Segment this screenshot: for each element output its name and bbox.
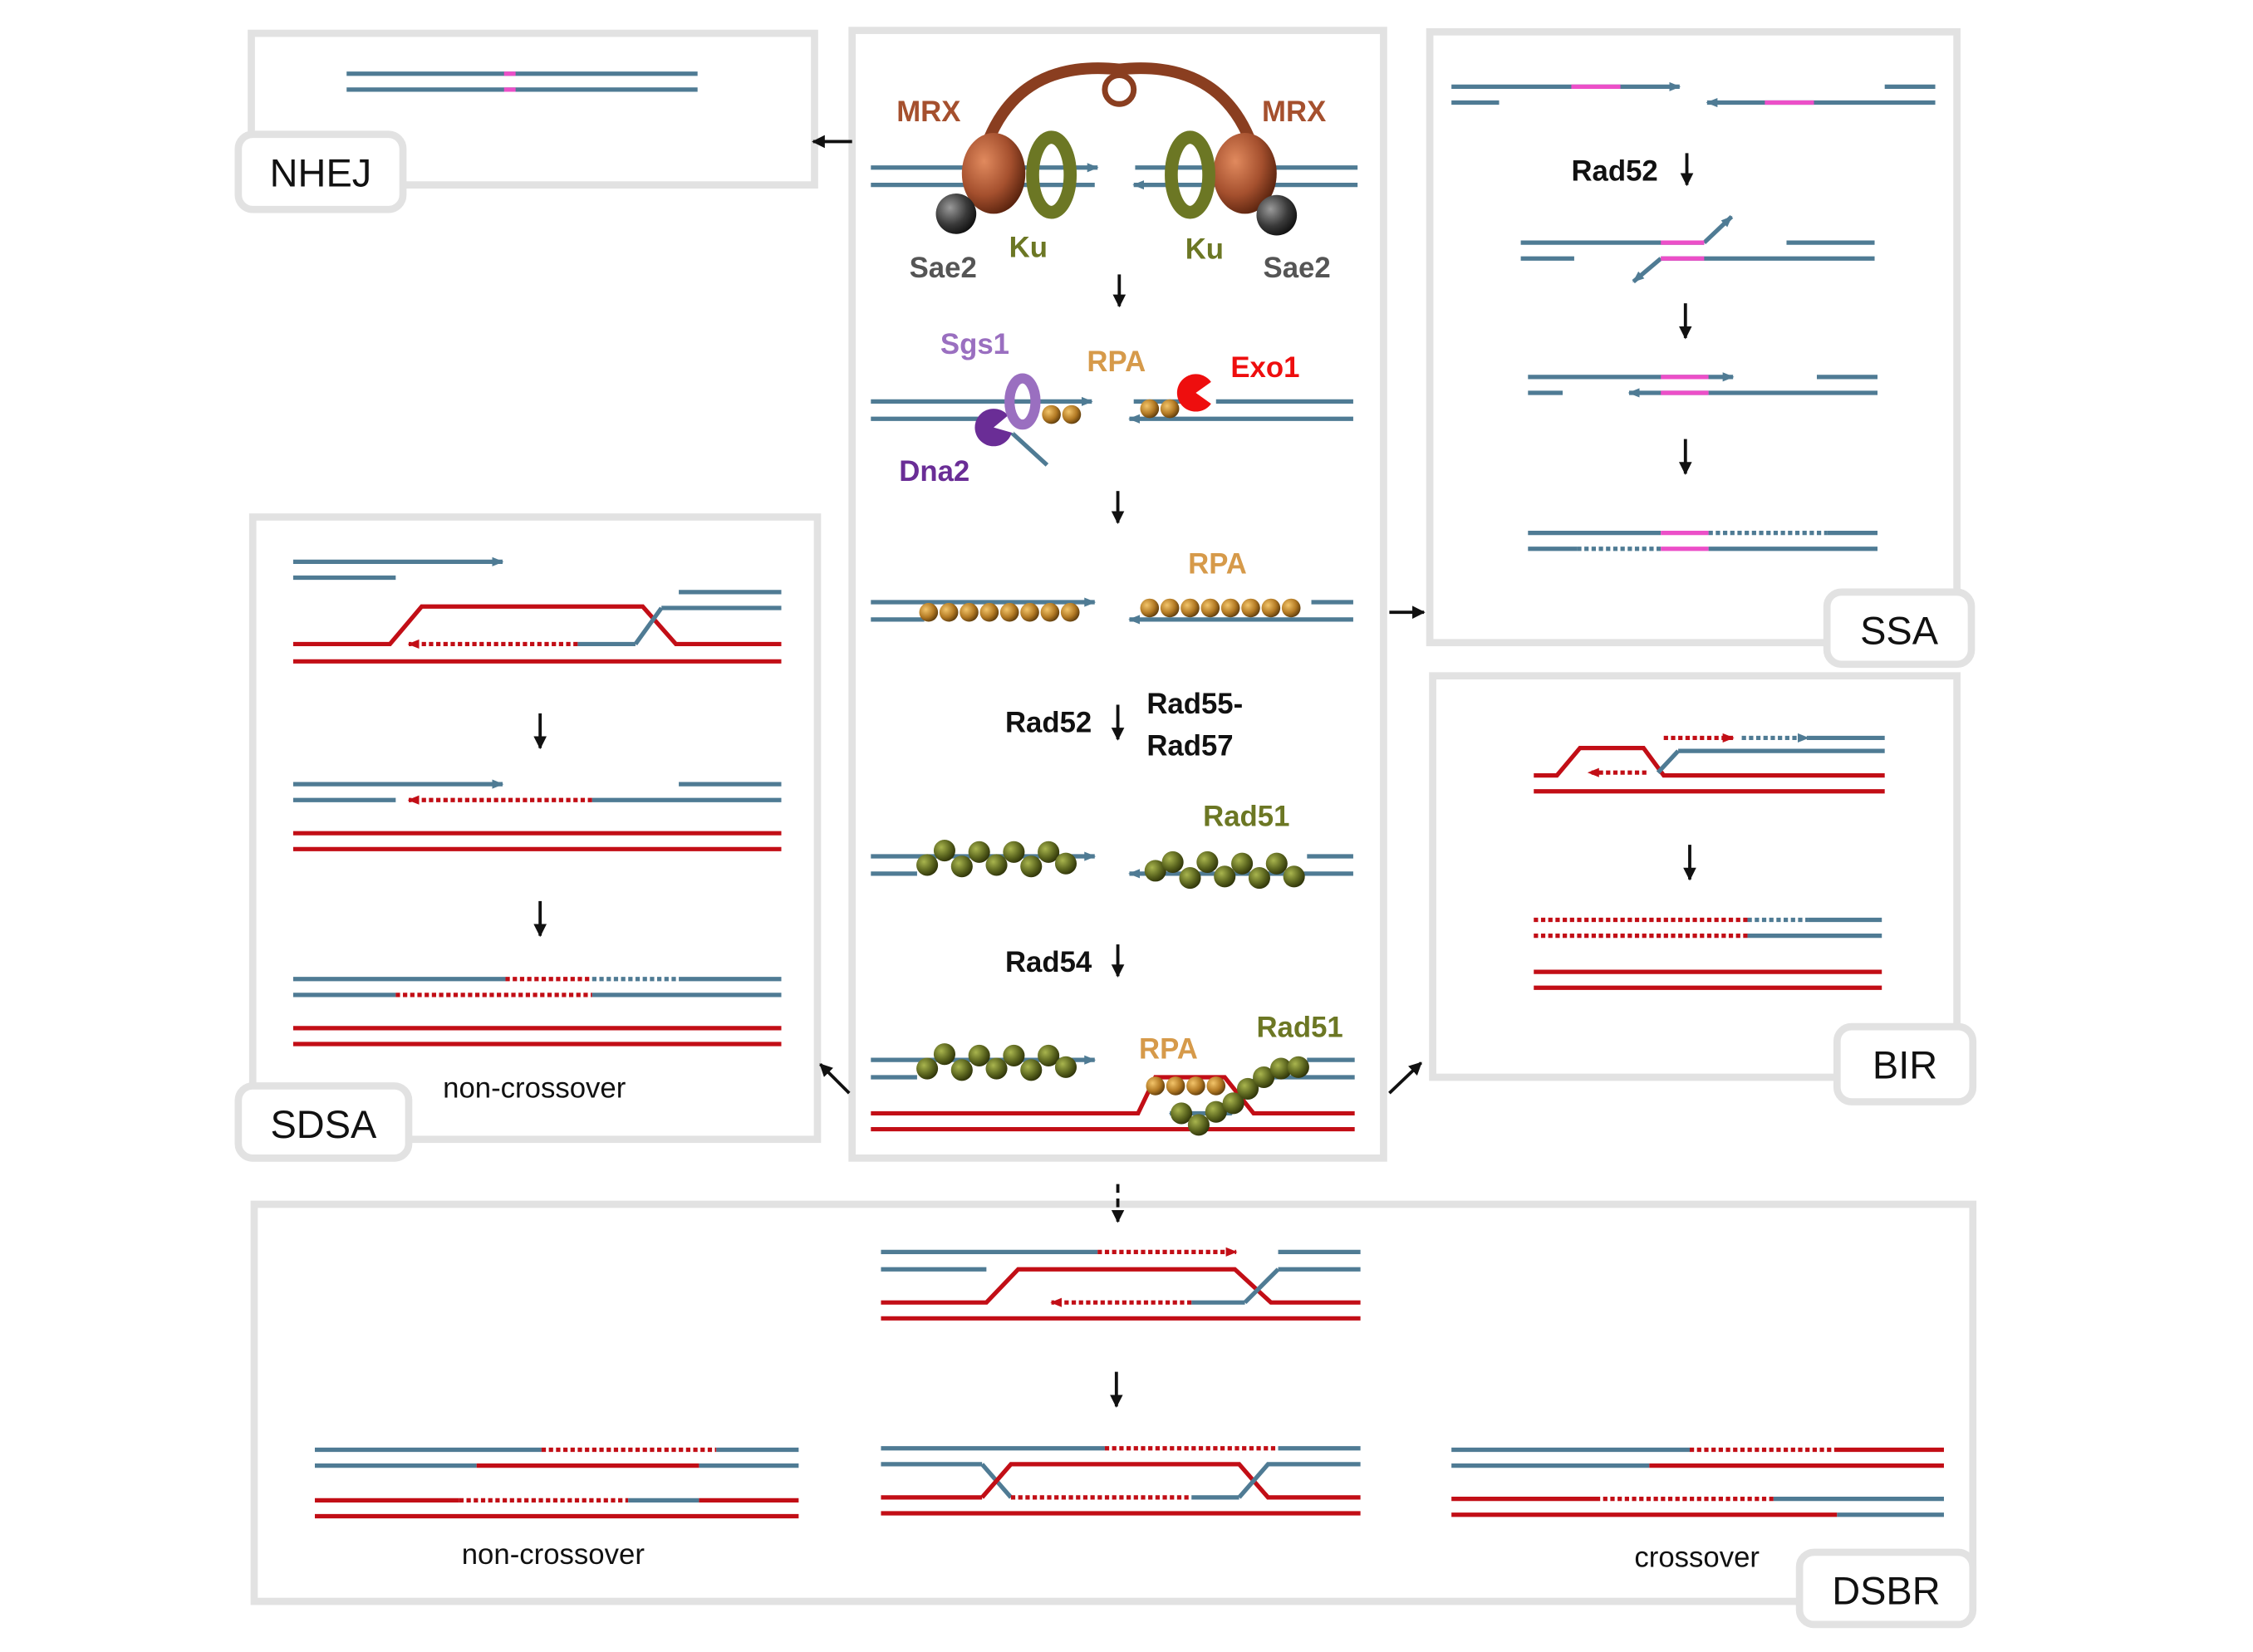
mrx-arch (976, 62, 1263, 161)
bir-label: BIR (1873, 1044, 1937, 1087)
ku-right-ring (1165, 130, 1215, 219)
rpa-invasion-label: RPA (1139, 1033, 1198, 1065)
sdsa-label-box (234, 1082, 413, 1162)
dsbr-holliday-junctions (881, 1446, 1361, 1516)
ssa-label: SSA (1860, 609, 1939, 652)
sdsa-noncrossover-label: non-crossover (443, 1072, 626, 1104)
rpa-resection-label: RPA (1087, 346, 1146, 378)
ssa-label-box (1823, 588, 1976, 669)
ssa-step2-annealing (1520, 214, 1875, 284)
mrx-left-label: MRX (896, 96, 960, 128)
ku-left-ring (1026, 130, 1077, 219)
mrx-left-protein (961, 133, 1026, 214)
dsbr-label-box (1795, 1548, 1977, 1629)
ssa-step4-product (1528, 530, 1878, 551)
sdsa-box (248, 513, 822, 1144)
sae2-left-label: Sae2 (910, 252, 977, 284)
strand-invasion (871, 1043, 1355, 1136)
ku-right-label: Ku (1185, 233, 1224, 265)
rad52-main-label: Rad52 (1005, 708, 1092, 739)
rpa-coated-ssdna (871, 597, 1353, 625)
bir-step2-product (1534, 917, 1882, 990)
dsbr-noncrossover-label: non-crossover (462, 1539, 645, 1571)
sgs1-label: Sgs1 (940, 329, 1009, 360)
rad51-invasion-label: Rad51 (1256, 1012, 1342, 1043)
dsbr-double-holliday-formation (881, 1247, 1361, 1321)
nhej-label-box (234, 130, 407, 213)
rad51-nucleofilament (871, 840, 1353, 890)
mrx-right-label: MRX (1262, 96, 1326, 128)
mrx-right-protein (1213, 133, 1277, 214)
nhej-label: NHEJ (270, 151, 372, 194)
arrow-to-sdsa (819, 1062, 851, 1095)
ssa-step3-flap-removal (1528, 372, 1878, 398)
main-pathway-box (848, 27, 1387, 1162)
sae2-left-ball (935, 194, 977, 234)
bir-step1-invasion (1534, 733, 1885, 794)
exo1-label: Exo1 (1230, 352, 1299, 384)
ssa-step1-resected-ends (1451, 81, 1936, 108)
dsb-end-binding (871, 62, 1358, 236)
dsbr-crossover-product (1451, 1447, 1944, 1517)
nhej-ligated-dna (346, 71, 698, 92)
rad51-filament-label: Rad51 (1203, 801, 1289, 833)
ssa-box (1426, 28, 1961, 647)
rad57-label-line2: Rad57 (1146, 730, 1233, 762)
sae2-right-ball (1256, 194, 1298, 236)
rad52-ssa-label: Rad52 (1571, 155, 1657, 187)
end-resection (871, 373, 1353, 467)
dsbr-label: DSBR (1832, 1570, 1940, 1613)
bir-label-box (1833, 1022, 1977, 1105)
dsbr-crossover-label: crossover (1634, 1542, 1760, 1573)
sgs1-ring (1004, 373, 1041, 430)
arrow-to-bir (1388, 1061, 1422, 1095)
dna2-label: Dna2 (899, 456, 969, 488)
ku-left-label: Ku (1009, 233, 1048, 264)
sdsa-step3-product (292, 977, 782, 1047)
rad54-label: Rad54 (1005, 947, 1092, 978)
rad55-label-line1: Rad55- (1146, 689, 1243, 720)
sdsa-step2-annealing (292, 779, 782, 851)
dsbr-noncrossover-product (314, 1447, 799, 1519)
rpa-filament-label: RPA (1188, 548, 1247, 580)
mrx-hook (1102, 72, 1137, 107)
sdsa-label: SDSA (271, 1103, 377, 1146)
sae2-right-label: Sae2 (1264, 252, 1331, 284)
sdsa-step1-d-loop (292, 556, 782, 664)
